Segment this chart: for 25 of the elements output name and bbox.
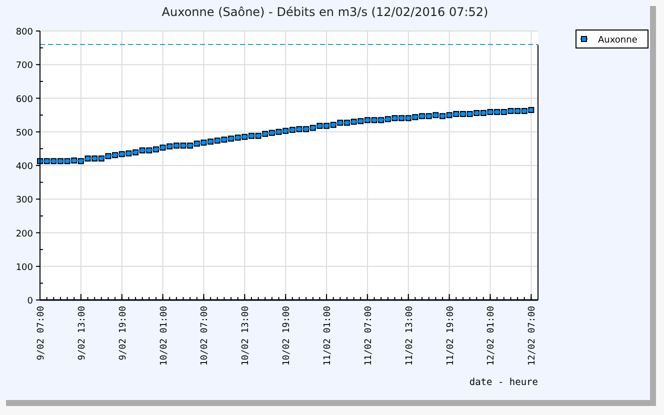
y-tick-label: 200	[16, 229, 34, 240]
x-axis-title: date - heure	[469, 377, 538, 388]
x-tick-label: 9/02 19:00	[118, 306, 128, 360]
chart-title: Auxonne (Saône) - Débits en m3/s (12/02/2016 07:52)	[162, 5, 488, 19]
y-tick-label: 800	[16, 28, 34, 38]
y-tick-label: 700	[16, 61, 34, 72]
y-tick-label: 400	[16, 162, 34, 172]
y-tick-label: 0	[27, 296, 34, 306]
x-tick-label: 11/02 01:00	[323, 306, 334, 366]
x-tick-label: 11/02 19:00	[446, 306, 456, 366]
x-tick-label: 10/02 19:00	[282, 306, 292, 366]
x-tick-label: 10/02 07:00	[200, 306, 210, 366]
x-tick-label: 10/02 01:00	[159, 306, 170, 366]
y-tick-label: 600	[16, 94, 34, 105]
x-tick-label: 12/02 01:00	[486, 306, 497, 366]
y-tick-label: 300	[16, 196, 34, 206]
x-tick-label: 11/02 13:00	[404, 306, 415, 366]
x-tick-label: 10/02 13:00	[241, 306, 252, 366]
legend-label: Auxonne	[598, 36, 638, 46]
y-tick-label: 100	[16, 262, 34, 273]
x-tick-label: 11/02 07:00	[364, 306, 374, 366]
x-tick-label: 12/02 07:00	[528, 306, 538, 366]
y-tick-label: 500	[16, 128, 34, 138]
x-tick-label: 9/02 07:00	[36, 306, 46, 360]
x-tick-label: 9/02 13:00	[77, 306, 88, 360]
